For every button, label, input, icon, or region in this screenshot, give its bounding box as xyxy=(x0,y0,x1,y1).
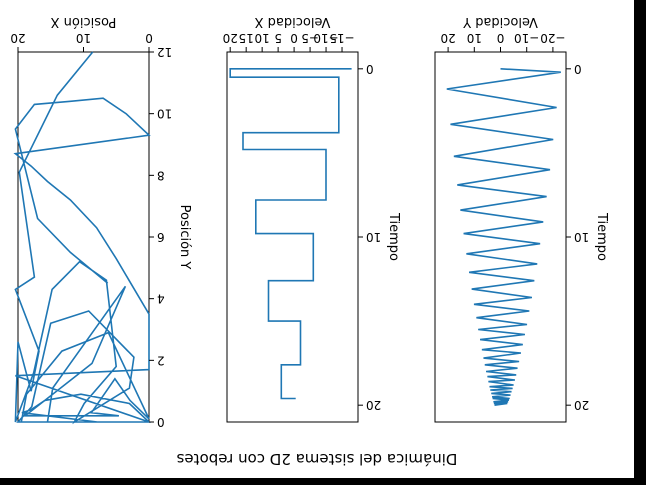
x-axis-label: Velocidad X xyxy=(255,14,331,29)
y-tick-label: 10 xyxy=(366,230,381,244)
x-tick-label: −20 xyxy=(540,31,565,45)
y-axis-label: Posición Y xyxy=(177,205,192,270)
x-tick-label: 0 xyxy=(497,31,505,45)
x-tick-label: −10 xyxy=(514,31,539,45)
x-tick-label: 10 xyxy=(255,31,270,45)
x-axis-label: Velocidad Y xyxy=(463,14,538,29)
x-tick-label: 10 xyxy=(467,31,482,45)
x-tick-label: −10 xyxy=(313,31,338,45)
x-tick-label: 10 xyxy=(76,31,91,45)
y-tick-label: 10 xyxy=(157,107,172,121)
x-tick-label: 20 xyxy=(223,31,238,45)
series-line xyxy=(229,67,352,400)
x-tick-label: 0 xyxy=(290,31,298,45)
y-tick-label: 6 xyxy=(157,230,165,244)
y-tick-label: 12 xyxy=(157,45,172,59)
figure-content: Dinámica del sistema 2D con rebotes 0 10 2… xyxy=(10,14,609,468)
panel-3: −20 10 0 −10 20 0 10 20 Velocidad Y Tiempo xyxy=(434,14,609,423)
x-tick-label: −15 xyxy=(329,31,354,45)
x-axis-label: Posición X xyxy=(51,14,117,29)
figure-title: Dinámica del sistema 2D con rebotes xyxy=(176,450,457,468)
y-tick-label: 20 xyxy=(366,398,381,412)
x-tick-label: 20 xyxy=(10,31,25,45)
series-line xyxy=(13,51,152,425)
y-tick-label: 2 xyxy=(157,353,165,367)
x-tick-label: −5 xyxy=(301,31,319,45)
y-tick-label: 8 xyxy=(157,168,165,182)
y-tick-label: 10 xyxy=(574,230,589,244)
series-line xyxy=(446,68,561,406)
y-tick-label: 4 xyxy=(157,292,165,306)
panel-1: 0 10 20 0 2 4 6 8 10 12 Posición X Posición Y xyxy=(10,14,192,429)
x-tick-label: 20 xyxy=(440,31,455,45)
y-axis-label: Tiempo xyxy=(594,212,609,261)
x-tick-label: 5 xyxy=(274,31,282,45)
y-tick-label: 0 xyxy=(157,415,165,429)
x-tick-label: 15 xyxy=(239,31,254,45)
y-tick-label: 0 xyxy=(574,62,582,76)
y-axis-label: Tiempo xyxy=(386,212,401,261)
y-tick-label: 20 xyxy=(574,398,589,412)
y-tick-label: 0 xyxy=(366,62,374,76)
x-tick-label: 0 xyxy=(145,31,153,45)
